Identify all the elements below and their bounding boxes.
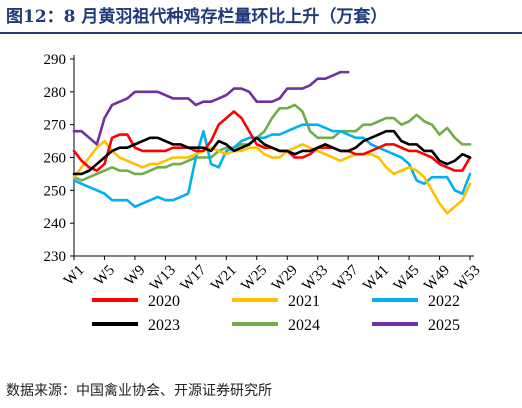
legend-label-2024: 2024 <box>288 317 320 334</box>
x-tick-label: W49 <box>421 262 453 294</box>
y-tick-label: 260 <box>44 151 67 167</box>
series-line-2024 <box>72 103 472 182</box>
y-tick-label: 250 <box>44 183 67 199</box>
series-line-2023 <box>72 129 472 176</box>
x-tick-label: W53 <box>452 262 484 294</box>
y-tick-label: 270 <box>44 118 67 134</box>
y-tick-label: 290 <box>44 52 67 68</box>
x-tick-label: W13 <box>147 262 179 294</box>
legend-label-2020: 2020 <box>148 293 180 310</box>
source-note: 数据来源：中国禽业协会、开源证券研究所 <box>6 383 272 399</box>
title-rule <box>0 32 522 34</box>
legend-label-2025: 2025 <box>428 317 460 334</box>
x-tick-label: W5 <box>91 262 118 289</box>
series-layer <box>72 70 472 215</box>
x-tick-label: W41 <box>360 262 392 294</box>
chart-area: 230 240 250 260 270 280 290 W1 W5 W9 W13 W17 W21 W25 W… <box>0 34 522 374</box>
legend-label-2023: 2023 <box>148 317 180 334</box>
x-tick-label: W21 <box>208 262 240 294</box>
legend-label-2021: 2021 <box>288 293 320 310</box>
series-line-2025 <box>72 70 350 146</box>
x-tick-label: W33 <box>299 262 331 294</box>
x-tick-label: W37 <box>330 262 362 294</box>
x-tick-label: W17 <box>178 262 210 294</box>
x-tick-label: W29 <box>269 262 301 294</box>
series-line-2021 <box>72 139 472 215</box>
series-line-2022 <box>72 123 472 209</box>
x-tick-label: W45 <box>391 262 423 294</box>
legend-label-2022: 2022 <box>428 293 460 310</box>
x-tick-label: W1 <box>61 262 88 289</box>
chart-title: 图12：8 月黄羽祖代种鸡存栏量环比上升（万套） <box>6 7 388 27</box>
x-tick-label: W9 <box>122 262 149 289</box>
legend: 2020 2021 2022 2023 2024 2025 <box>92 293 460 334</box>
y-tick-label: 240 <box>44 216 67 232</box>
y-tick-label: 230 <box>44 249 67 265</box>
x-tick-label: W25 <box>238 262 270 294</box>
y-tick-label: 280 <box>44 85 67 101</box>
